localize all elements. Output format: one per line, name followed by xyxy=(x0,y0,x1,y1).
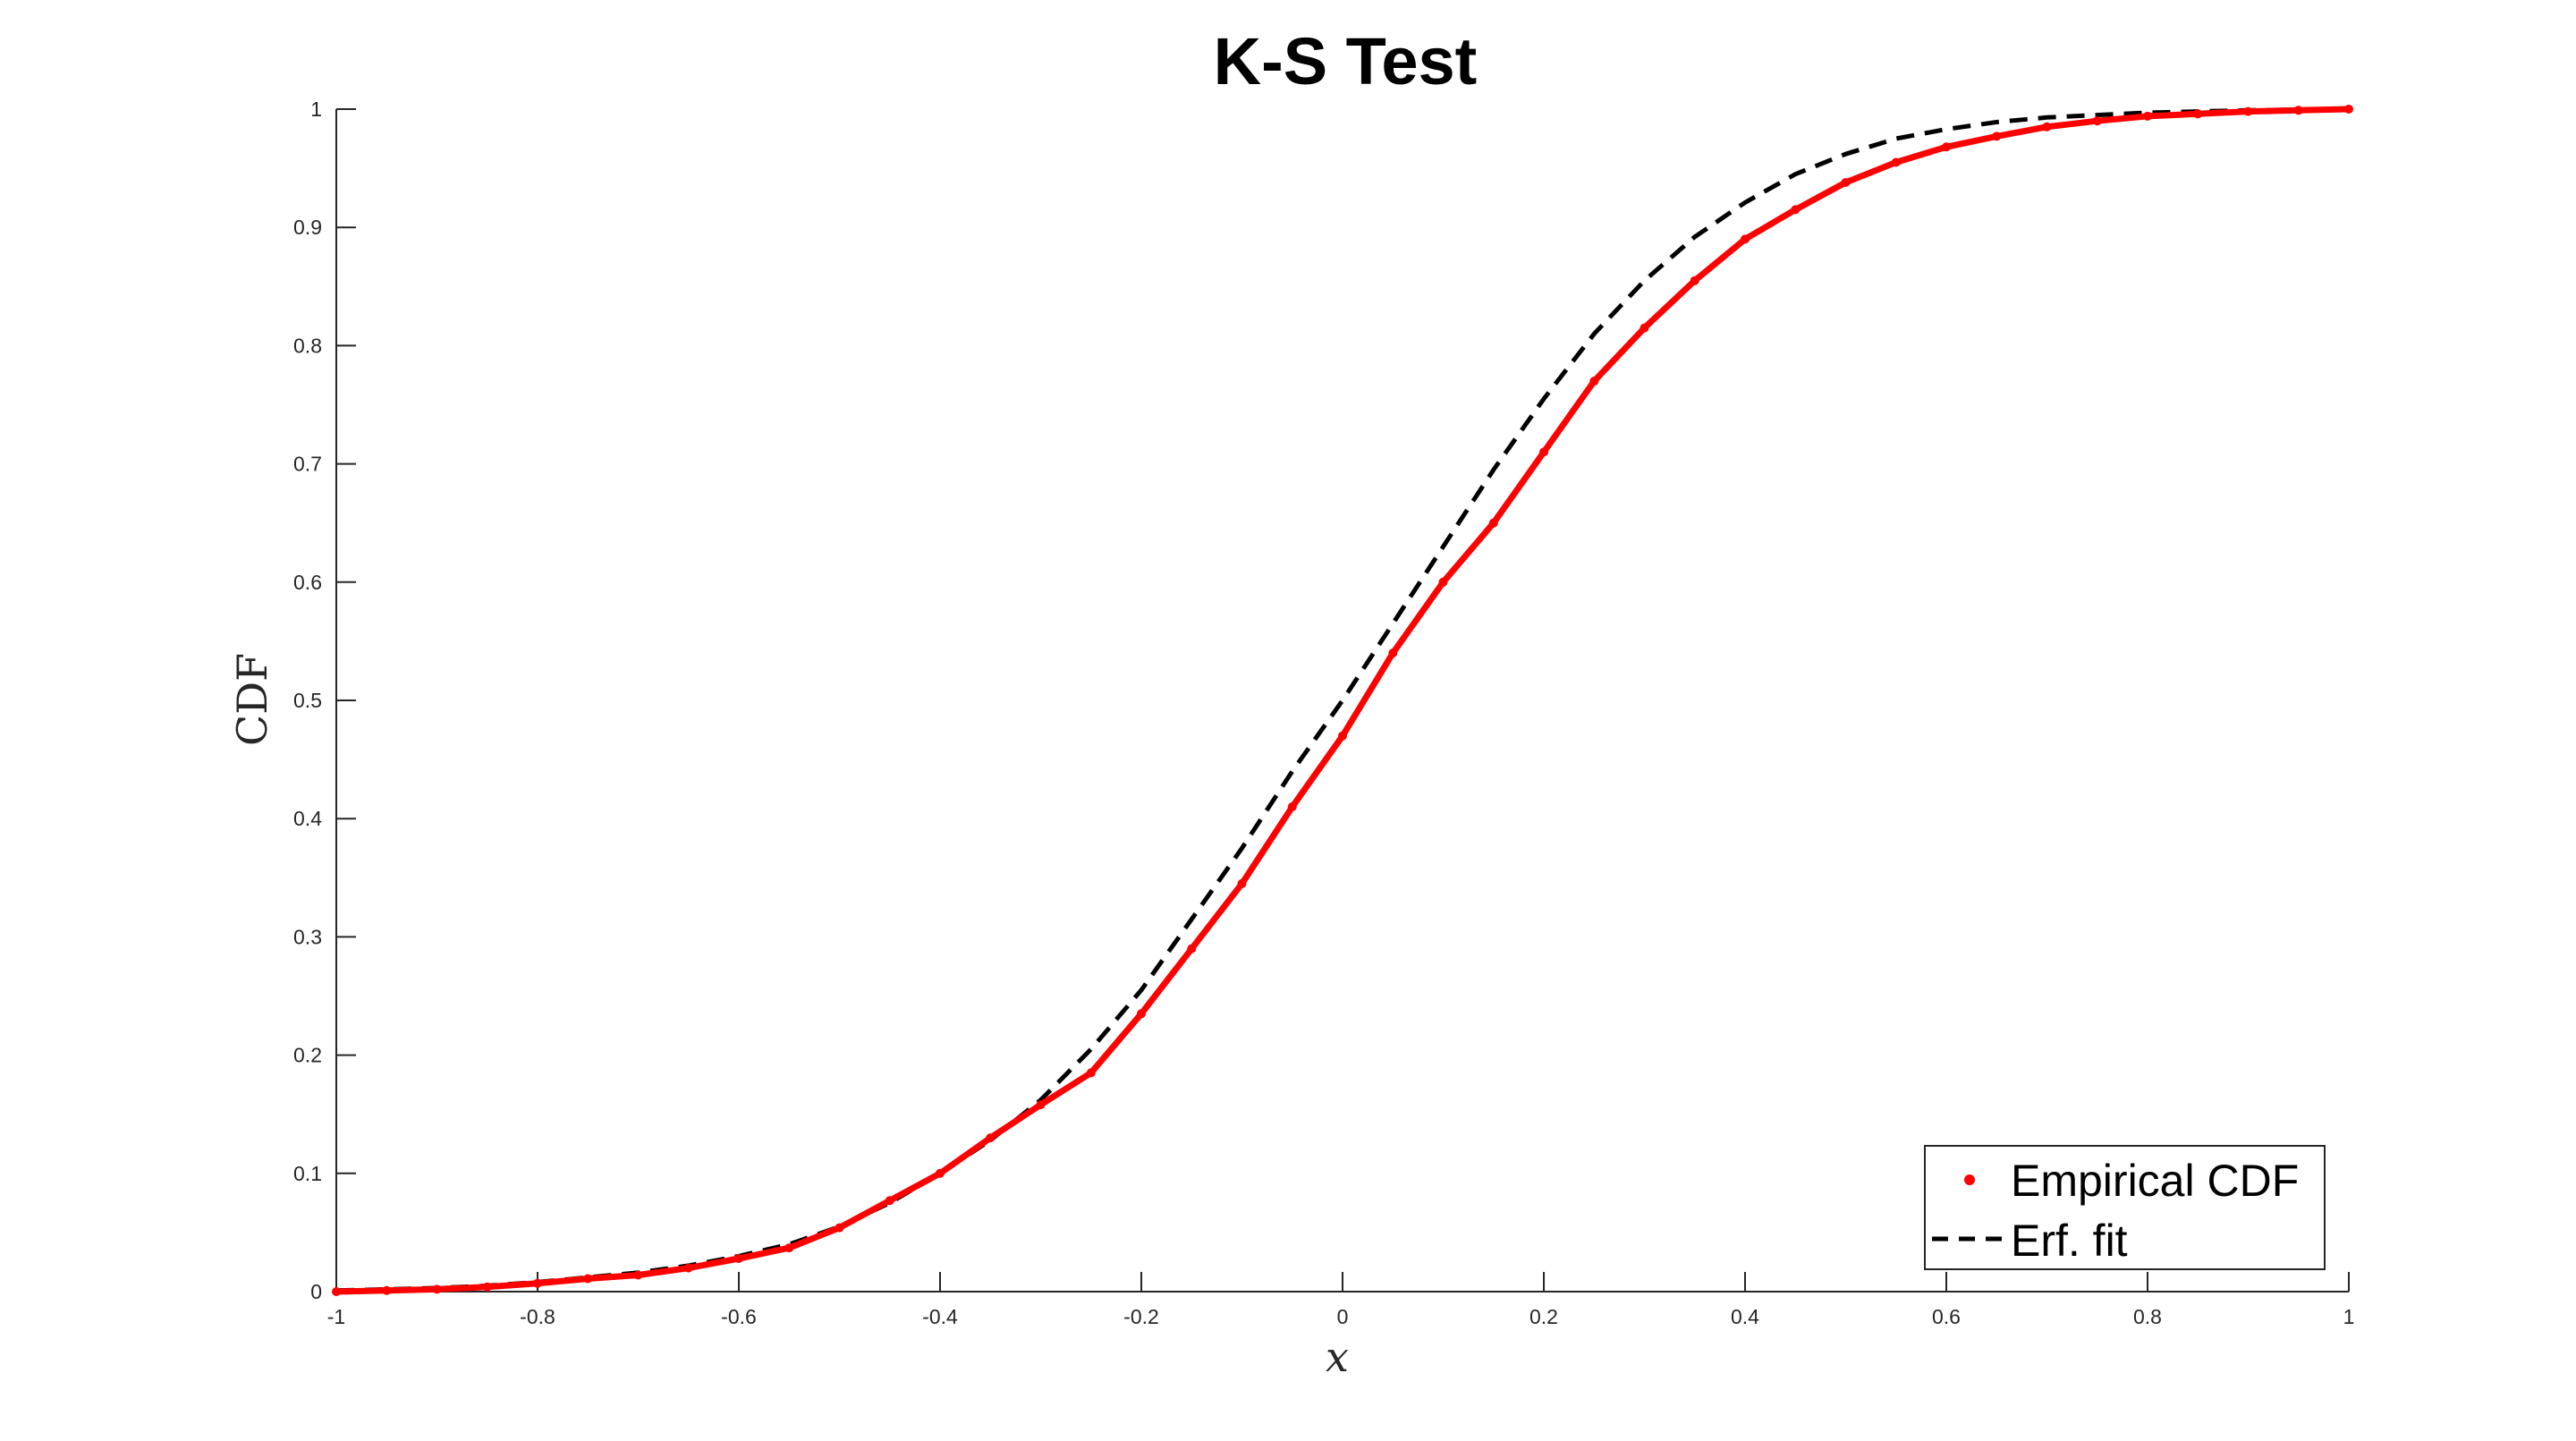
empirical-cdf-point xyxy=(1338,731,1347,741)
x-tick-label: -0.6 xyxy=(721,1305,757,1328)
empirical-cdf-point xyxy=(1741,234,1750,244)
y-tick-label: 0.4 xyxy=(293,807,322,830)
x-tick-label: 1 xyxy=(2343,1305,2355,1328)
empirical-cdf-point xyxy=(1036,1100,1046,1110)
x-tick-label: -0.8 xyxy=(520,1305,555,1328)
x-tick-label: -0.2 xyxy=(1123,1305,1159,1328)
legend-label-erf-fit: Erf. fit xyxy=(2011,1216,2128,1266)
empirical-cdf-point xyxy=(2193,109,2203,119)
x-tick-label: -1 xyxy=(327,1305,345,1328)
x-tick-label: -0.4 xyxy=(922,1305,958,1328)
empirical-cdf-point xyxy=(1438,577,1448,587)
y-tick-label: 0.1 xyxy=(293,1162,322,1185)
empirical-cdf-point xyxy=(1791,205,1801,215)
empirical-cdf-point xyxy=(1539,447,1548,457)
x-tick-label: 0.6 xyxy=(1932,1305,1961,1328)
erf-fit-line xyxy=(335,106,2350,1293)
x-tick-label: 0 xyxy=(1337,1305,1349,1328)
empirical-cdf-point xyxy=(784,1243,794,1253)
empirical-cdf-point xyxy=(332,1287,341,1296)
empirical-cdf-point xyxy=(2042,122,2052,131)
x-tick-label: 0.2 xyxy=(1530,1305,1558,1328)
empirical-cdf-point xyxy=(1589,377,1599,386)
empirical-cdf-point xyxy=(1488,518,1498,528)
empirical-cdf-point xyxy=(986,1133,996,1143)
legend-box xyxy=(1924,1145,2326,1270)
empirical-cdf-point xyxy=(2143,111,2152,121)
x-tick-label: 0.4 xyxy=(1731,1305,1759,1328)
empirical-cdf-point xyxy=(885,1196,894,1206)
empirical-cdf-point xyxy=(1992,131,2002,141)
legend: Empirical CDF Erf. fit xyxy=(1924,1145,2326,1270)
empirical-cdf-point xyxy=(1187,944,1197,954)
y-tick-label: 1 xyxy=(310,97,322,121)
empirical-cdf-point xyxy=(1841,178,1851,187)
empirical-cdf-point xyxy=(432,1284,442,1294)
y-tick-label: 0.5 xyxy=(293,689,322,712)
empirical-cdf-point xyxy=(533,1278,542,1288)
series-empirical-cdf xyxy=(332,105,2353,1296)
empirical-cdf-point xyxy=(382,1285,392,1295)
x-axis-ticks: -1 -0.8 -0.6 -0.4 -0.2 0 0.2 0.4 0.6 0.8 1 xyxy=(327,1272,2355,1328)
empirical-cdf-point xyxy=(583,1274,593,1284)
empirical-cdf-point xyxy=(1640,323,1649,333)
empirical-cdf-point xyxy=(1237,878,1247,888)
empirical-cdf-point xyxy=(1137,1009,1146,1019)
empirical-cdf-point xyxy=(2092,116,2102,126)
y-tick-label: 0.8 xyxy=(293,334,322,357)
x-axis-label: x xyxy=(1326,1333,1349,1381)
x-tick-label: 0.8 xyxy=(2133,1305,2162,1328)
empirical-cdf-point xyxy=(2344,105,2353,114)
empirical-cdf-point xyxy=(1287,802,1297,811)
empirical-cdf-point xyxy=(734,1254,743,1263)
y-tick-label: 0.9 xyxy=(293,216,322,239)
y-axis-ticks: 0 0.1 0.2 0.3 0.4 0.5 0.6 0.7 0.8 0.9 1 xyxy=(293,97,356,1303)
plot-area xyxy=(332,105,2353,1296)
y-tick-label: 0.2 xyxy=(293,1044,322,1067)
legend-marker-empirical-cdf xyxy=(1964,1174,1975,1185)
empirical-cdf-point xyxy=(2293,106,2303,115)
empirical-cdf-point xyxy=(1388,648,1398,658)
empirical-cdf-point xyxy=(1942,142,1951,152)
empirical-cdf-point xyxy=(2243,106,2253,116)
y-axis-label: CDF xyxy=(228,653,276,746)
y-tick-label: 0.6 xyxy=(293,571,322,594)
y-tick-label: 0.7 xyxy=(293,453,322,476)
legend-label-empirical-cdf: Empirical CDF xyxy=(2011,1156,2299,1206)
empirical-cdf-point xyxy=(1086,1068,1096,1078)
y-tick-label: 0.3 xyxy=(293,925,322,948)
chart-title: K-S Test xyxy=(1214,24,1478,98)
empirical-cdf-point xyxy=(633,1270,643,1280)
empirical-cdf-point xyxy=(1690,275,1699,285)
empirical-cdf-point xyxy=(683,1263,693,1273)
series-erf-fit xyxy=(335,106,2350,1293)
empirical-cdf-point xyxy=(835,1223,844,1233)
y-tick-label: 0 xyxy=(310,1280,322,1303)
empirical-cdf-point xyxy=(482,1282,492,1292)
empirical-cdf-point xyxy=(1891,157,1901,167)
empirical-cdf-point xyxy=(936,1168,945,1178)
